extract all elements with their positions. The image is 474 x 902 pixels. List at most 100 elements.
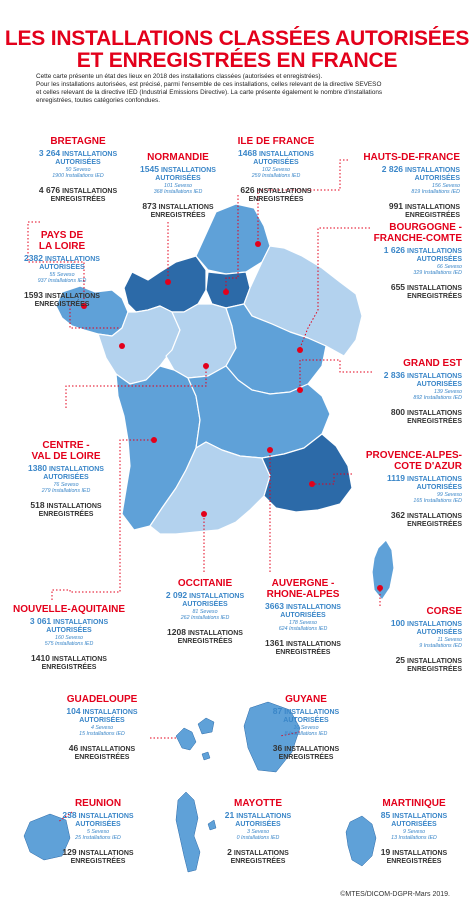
auth-count: 2382 [24, 253, 43, 263]
region-name: MARTINIQUE [382, 798, 446, 809]
enr-count: 655 [390, 281, 406, 292]
auth-count: 2 836 [383, 370, 406, 380]
map-region-paca [261, 433, 353, 513]
region-cvl: CENTRE - VAL DE LOIRE 1380 INSTALLATIONS A… [16, 440, 116, 519]
ied-count: 892 Installations IED [413, 395, 462, 402]
ied-count: 259 Installations IED [251, 173, 301, 180]
leader-reunion [57, 811, 73, 823]
enr-count: 800 [390, 406, 406, 417]
region-reunion: REUNION 238 INSTALLATIONS AUTORISÉES 5 Sev… [46, 798, 150, 866]
region-martinique: MARTINIQUE 85 INSTALLATIONS AUTORISÉES 9 S… [362, 798, 466, 866]
ied-count: 0 Installations IED [236, 835, 280, 842]
intro-line-1: Cette carte présente un état des lieux e… [36, 73, 323, 80]
region-name-line-2: COTE D'AZUR [394, 461, 462, 472]
dot-idf [223, 289, 229, 295]
dot-bretagne [81, 303, 87, 309]
seveso-count: 9 Seveso [402, 829, 426, 835]
region-corse: CORSE 100 INSTALLATIONS AUTORISÉES 11 Seve… [350, 606, 462, 674]
leader-grandest [299, 359, 372, 388]
region-paca: PROVENCE-ALPES- COTE D'AZUR 1119 INSTALLA… [340, 450, 462, 529]
dot-corse [377, 585, 383, 591]
enr-count: 1410 [31, 652, 50, 663]
seveso-count: 11 Seveso [437, 637, 462, 643]
region-name: NORMANDIE [147, 152, 209, 163]
region-mayotte: MAYOTTE 21 INSTALLATIONS AUTORISÉES 3 Seve… [206, 798, 310, 866]
region-guyane: GUYANE 87 INSTALLATIONS AUTORISÉES 10 Seve… [254, 694, 358, 762]
ied-count: 1900 Installations IED [52, 173, 104, 180]
leader-bfc [299, 227, 370, 349]
ied-count: 25 Installations IED [75, 835, 121, 842]
seveso-count: 50 Seveso [65, 167, 91, 173]
seveso-count: 76 Seveso [53, 482, 79, 488]
ied-count: 575 Installations IED [44, 641, 94, 648]
dot-ara [267, 447, 273, 453]
ied-count: 9 Installations IED [419, 643, 462, 650]
region-name: OCCITANIE [177, 578, 233, 589]
ied-count: 279 Installations IED [41, 488, 91, 495]
auth-count: 238 [62, 810, 77, 820]
region-bretagne: BRETAGNE 3 264 INSTALLATIONS AUTORISÉES 50… [28, 136, 128, 204]
enr-count: 873 [142, 200, 157, 211]
region-name-line-2: VAL DE LOIRE [31, 451, 101, 462]
enr-count: 1361 [265, 637, 284, 648]
region-name: ILE DE FRANCE [237, 136, 315, 147]
auth-count: 1380 [28, 463, 47, 473]
enr-count: 25 [395, 654, 406, 665]
page-title: LES INSTALLATIONS CLASSÉES AUTORISÉES ET… [0, 28, 474, 72]
map-region-corse [371, 539, 395, 601]
ied-count: 624 Installations IED [278, 626, 328, 633]
auth-count: 104 [66, 706, 81, 716]
seveso-count: 160 Seveso [55, 635, 83, 641]
intro-line-2: Pour les installations autorisées, est p… [36, 81, 382, 88]
enr-count: 1593 [24, 289, 43, 300]
ied-count: 15 Installations IED [79, 731, 125, 738]
auth-count: 21 [224, 810, 235, 820]
map-martinique [345, 815, 377, 867]
seveso-count: 99 Seveso [436, 492, 462, 498]
region-name: GUYANE [285, 694, 327, 705]
region-occitanie: OCCITANIE 2 092 INSTALLATIONS AUTORISÉES 8… [150, 578, 260, 646]
auth-count: 2 826 [381, 164, 404, 174]
auth-count: 87 [272, 706, 283, 716]
region-name-line-1: AUVERGNE - [271, 578, 335, 589]
region-name: BRETAGNE [50, 136, 106, 147]
auth-count: 3 264 [38, 148, 61, 158]
enr-count: 626 [240, 184, 255, 195]
region-grandest: GRAND EST 2 836 INSTALLATIONS AUTORISÉES 1… [340, 358, 462, 426]
map-guadeloupe [175, 717, 215, 761]
dot-paca [309, 481, 315, 487]
region-name: MAYOTTE [234, 798, 282, 809]
region-name-line-2: RHONE-ALPES [266, 589, 340, 600]
auth-count: 1119 [387, 473, 406, 483]
leader-idf [225, 195, 239, 292]
auth-count: 1 626 [383, 245, 406, 255]
ied-count: 329 Installations IED [413, 270, 462, 277]
region-name: NOUVELLE-AQUITAINE [12, 604, 126, 615]
enr-count: 2 [227, 846, 232, 857]
region-ara: AUVERGNE - RHONE-ALPES 3663 INSTALLATIONS… [248, 578, 358, 657]
leader-cvl [65, 366, 207, 408]
ied-count: 8 Installations IED [284, 731, 328, 738]
region-name-line-1: PAYS DE [40, 230, 84, 241]
map-guyane [243, 701, 301, 773]
region-guadeloupe: GUADELOUPE 104 INSTALLATIONS AUTORISÉES 4 … [50, 694, 154, 762]
region-nouvelleaq: NOUVELLE-AQUITAINE 3 061 INSTALLATIONS AUT… [2, 604, 136, 672]
credit: ©MTES/DICOM-DGPR-Mars 2019. [340, 891, 450, 898]
seveso-count: 139 Seveso [434, 389, 462, 395]
seveso-count: 178 Seveso [289, 620, 317, 626]
auth-count: 100 [390, 618, 406, 628]
enr-count: 46 [68, 742, 79, 753]
seveso-count: 4 Seveso [90, 725, 114, 731]
auth-count: 2 092 [165, 590, 188, 600]
ied-count: 13 Installations IED [391, 835, 437, 842]
region-bfc: BOURGOGNE - FRANCHE-COMTE 1 626 INSTALLAT… [340, 222, 462, 301]
auth-count: 1468 [238, 148, 257, 158]
intro-line-3: et celles relevant de la directive IED (… [36, 89, 383, 96]
ied-count: 819 Installations IED [411, 189, 460, 196]
title-line-2: ET ENREGISTRÉES EN FRANCE [76, 49, 398, 72]
dot-occitanie [201, 511, 207, 517]
region-name: CORSE [426, 606, 462, 617]
seveso-count: 102 Seveso [262, 167, 290, 173]
dot-grandest [297, 387, 303, 393]
